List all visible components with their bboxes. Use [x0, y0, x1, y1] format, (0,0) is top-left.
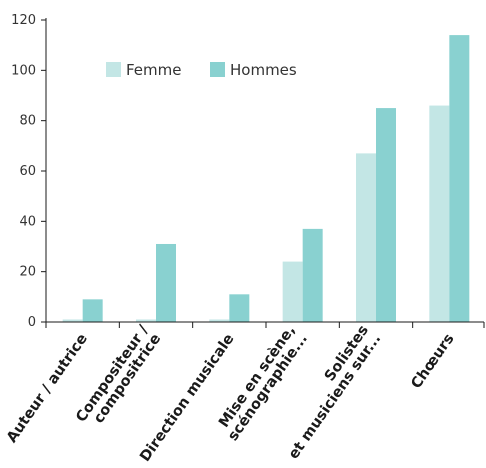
y-tick-label: 80	[19, 114, 36, 129]
y-tick-label: 120	[11, 13, 36, 28]
legend: Femme Hommes	[106, 61, 297, 79]
bars	[62, 35, 470, 322]
bar-hommes-0	[82, 299, 103, 322]
x-category-label: Auteur / autrice	[4, 331, 91, 446]
y-axis: 0 20 40 60 80 100 120	[11, 13, 47, 330]
y-tick-label: 40	[19, 214, 36, 229]
x-category-label: Chœurs	[408, 331, 457, 392]
x-category-label-line: Chœurs	[408, 331, 457, 392]
legend-label-femme: Femme	[126, 61, 182, 79]
legend-label-hommes: Hommes	[230, 61, 297, 79]
legend-swatch-hommes	[210, 62, 225, 77]
bar-femme-4	[356, 153, 376, 322]
bar-hommes-4	[376, 108, 396, 322]
bar-femme-5	[429, 105, 450, 322]
y-tick-label: 60	[19, 164, 36, 179]
bar-hommes-1	[156, 243, 176, 322]
y-tick-label: 20	[19, 265, 36, 280]
bar-femme-1	[136, 319, 156, 322]
legend-swatch-femme	[106, 62, 121, 77]
y-tick-label: 0	[28, 315, 36, 330]
bar-femme-0	[62, 319, 83, 322]
bar-femme-3	[282, 261, 303, 322]
bar-hommes-5	[449, 35, 470, 322]
x-category-label-line: Auteur / autrice	[4, 331, 91, 446]
y-tick-label: 100	[11, 63, 36, 78]
bar-femme-2	[209, 319, 230, 322]
bar-hommes-2	[229, 294, 250, 322]
bar-hommes-3	[302, 228, 323, 322]
